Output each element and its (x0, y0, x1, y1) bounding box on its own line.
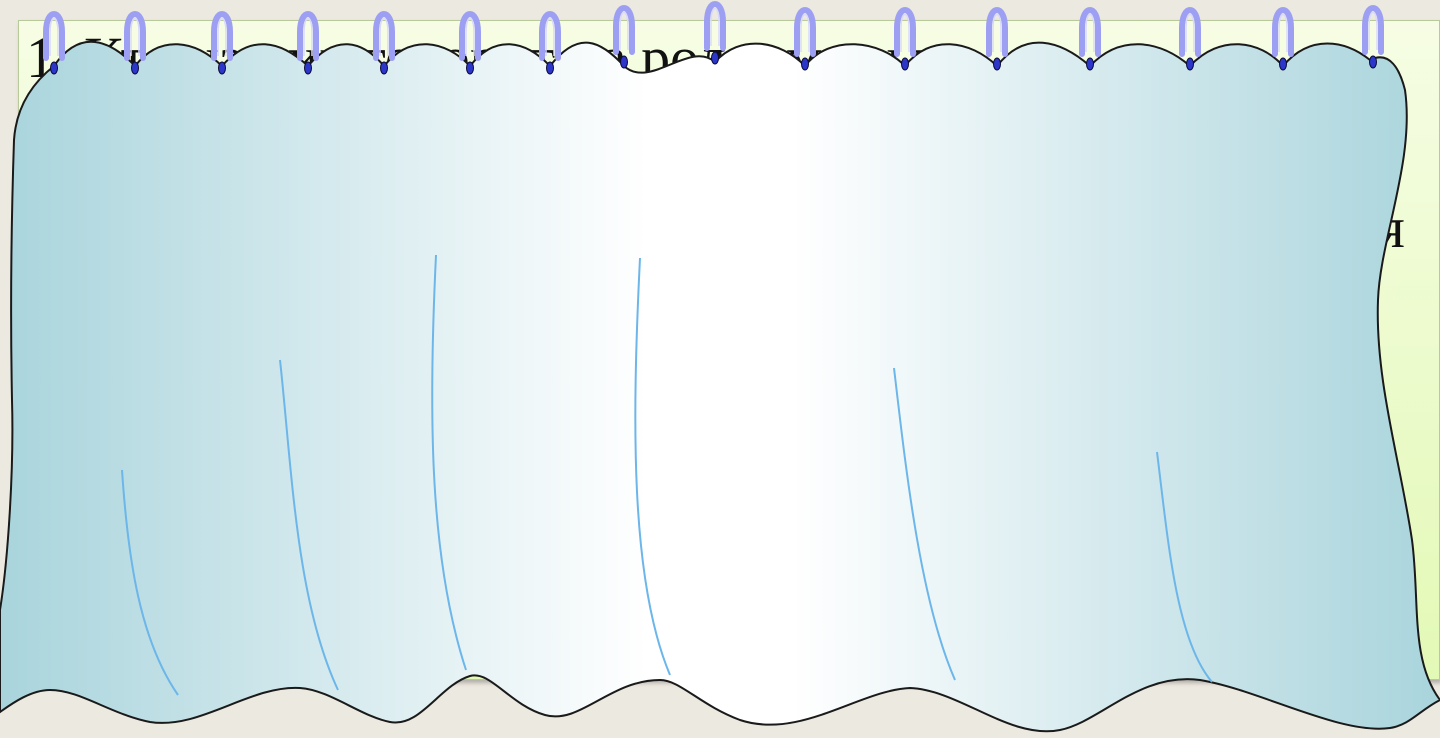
curtain-ring-highlight (130, 17, 140, 56)
curtain-ring-icon (1272, 7, 1294, 57)
curtain-ring-hole (993, 57, 1001, 71)
curtain-ring-highlight (217, 17, 227, 56)
curtain-ring-highlight (1368, 11, 1378, 50)
curtain-ring-icon (1179, 7, 1201, 57)
curtain-ring-hole (711, 51, 719, 65)
curtain-ring-hole (380, 61, 388, 75)
curtain-ring-icon (211, 11, 233, 61)
curtain-ring-hole (546, 61, 554, 75)
curtain-ring-highlight (900, 13, 910, 52)
curtain-fold-lines (121, 254, 1213, 696)
curtain-ring-hole (466, 61, 474, 75)
curtain-ring-highlight (992, 13, 1002, 52)
curtain-rings (43, 1, 1384, 75)
curtain-fabric (0, 40, 1440, 733)
curtain-ring-icon (373, 11, 395, 61)
curtain-ring-highlight (1278, 13, 1288, 52)
curtain-ring-icon (297, 11, 319, 61)
curtain-ring-icon (704, 1, 726, 51)
curtain-ring-hole (50, 61, 58, 75)
curtain-ring-highlight (465, 17, 475, 56)
curtain-ring-highlight (303, 17, 313, 56)
curtain-ring-highlight (379, 17, 389, 56)
curtain-ring-icon (43, 11, 65, 61)
curtain-ring-highlight (545, 17, 555, 56)
curtain-ring-hole (801, 57, 809, 71)
curtain-ring-icon (794, 7, 816, 57)
curtain-ring-hole (1279, 57, 1287, 71)
curtain-ring-icon (539, 11, 561, 61)
curtain-ring-hole (901, 57, 909, 71)
curtain-ring-highlight (619, 11, 629, 50)
curtain-ring-hole (131, 61, 139, 75)
curtain-ring-highlight (710, 7, 720, 46)
curtain-ring-hole (1186, 57, 1194, 71)
curtain-ring-icon (459, 11, 481, 61)
curtain-ring-highlight (1085, 13, 1095, 52)
curtain-ring-hole (1086, 57, 1094, 71)
curtain-ring-icon (1079, 7, 1101, 57)
curtain-ring-highlight (49, 17, 59, 56)
curtain-ring-icon (1362, 5, 1384, 55)
curtain-ring-hole (218, 61, 226, 75)
curtain-ring-highlight (1185, 13, 1195, 52)
curtain-ring-icon (613, 5, 635, 55)
curtain-ring-highlight (800, 13, 810, 52)
curtain-ring-hole (620, 55, 628, 69)
curtain-ring-hole (304, 61, 312, 75)
curtain-ring-icon (894, 7, 916, 57)
curtain-ring-icon (986, 7, 1008, 57)
curtain-ring-hole (1369, 55, 1377, 69)
curtain-ring-icon (124, 11, 146, 61)
